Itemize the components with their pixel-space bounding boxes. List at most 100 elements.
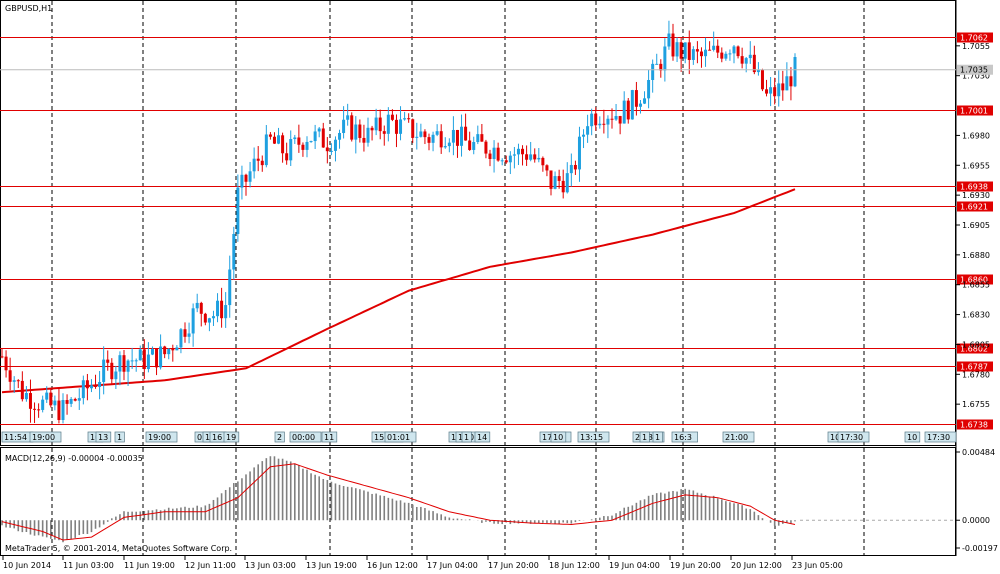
candle-body — [638, 103, 642, 107]
candle-body — [455, 129, 459, 146]
event-marker — [321, 431, 338, 443]
candle-body — [443, 146, 447, 148]
candle-body — [667, 33, 671, 47]
event-marker — [474, 431, 491, 443]
candle-body — [329, 150, 333, 152]
time-tick-label: 19 Jun 04:00 — [609, 561, 660, 570]
candle-body — [102, 359, 106, 383]
candle-body — [671, 33, 675, 57]
time-tick-label: 17 Jun 20:00 — [488, 561, 539, 570]
candle-body — [512, 154, 516, 156]
price-tick-label: 1.6880 — [962, 251, 990, 260]
event-marker-label: 10 — [907, 433, 917, 442]
candle-body — [386, 114, 390, 134]
event-marker-label: 19:00 — [148, 433, 171, 442]
candle-body — [289, 139, 293, 161]
candle-body — [150, 348, 154, 355]
level-tag — [957, 419, 993, 430]
candle-body — [756, 69, 760, 73]
candle-body — [695, 49, 699, 52]
candle-body — [630, 90, 634, 120]
current-price-tag — [957, 64, 993, 75]
event-marker-label: 17:30 — [927, 433, 950, 442]
candle-body — [244, 174, 248, 182]
candle-body — [760, 69, 764, 90]
candle-body — [748, 54, 752, 59]
candle-body — [134, 360, 138, 362]
candle-body — [557, 176, 561, 181]
candle-body — [362, 137, 366, 143]
candle-body — [529, 154, 533, 160]
candle-body — [110, 362, 114, 380]
event-marker-label: 1 — [205, 433, 210, 442]
candle-body — [321, 128, 325, 148]
candle-body — [130, 360, 134, 362]
candle-body — [724, 53, 728, 59]
candle-body — [195, 302, 199, 309]
candle-body — [272, 136, 276, 144]
candle-body — [183, 329, 187, 337]
macd-tick-label: 0.00484 — [962, 448, 995, 457]
time-tick-label: 17 Jun 04:00 — [427, 561, 478, 570]
time-tick-label: 11 Jun 19:00 — [124, 561, 175, 570]
time-tick-label: 16 Jun 12:00 — [367, 561, 418, 570]
price-axis: 1.7055 1.7030 1.6980 1.6955 1.6930 1.6905 1.68… — [0, 42, 998, 553]
time-tick-label: 11 Jun 03:00 — [63, 561, 114, 570]
candle-body — [516, 148, 520, 155]
macd-label: MACD(12,26,9) -0.00004 -0.00035 — [5, 454, 143, 463]
candle-body — [521, 148, 525, 155]
candle-body — [211, 316, 215, 319]
candle-body — [415, 136, 419, 138]
event-marker — [924, 431, 957, 443]
candle-body — [65, 400, 69, 404]
candle-body — [675, 42, 679, 57]
level-label: 1.6802 — [960, 345, 988, 354]
candle-body — [691, 49, 695, 60]
candle-body — [0, 356, 4, 358]
candle-body — [447, 142, 451, 147]
candle-body — [651, 63, 655, 80]
event-markers[interactable]: 11:5419:001013119:0001:0111619200:001115… — [1, 431, 957, 443]
event-marker-label: 10 — [553, 433, 563, 442]
candle-body — [655, 63, 659, 65]
candle-body — [277, 135, 281, 144]
candle-body — [37, 409, 41, 411]
macd-pane[interactable] — [0, 447, 956, 556]
price-pane[interactable] — [0, 0, 956, 446]
event-marker — [837, 431, 870, 443]
candle-body — [496, 147, 500, 161]
candle-body — [370, 127, 374, 131]
candle-body — [590, 113, 594, 127]
candle-body — [138, 349, 142, 361]
candle-body — [793, 57, 797, 87]
footer-credit: MetaTrader 5, © 2001-2014, MetaQuotes So… — [5, 544, 232, 553]
event-marker — [223, 431, 240, 443]
price-tick-label: 1.6830 — [962, 311, 990, 320]
candle-body — [28, 393, 32, 409]
candle-body — [508, 155, 512, 163]
price-tick-label: 1.6905 — [962, 221, 990, 230]
candle-body — [8, 370, 12, 382]
candle-body — [354, 124, 358, 140]
candle-body — [171, 348, 175, 351]
price-tick-label: 1.6930 — [962, 191, 990, 200]
candle-body — [248, 171, 252, 182]
candles — [0, 20, 797, 424]
candle-body — [407, 118, 411, 120]
level-label: 1.6787 — [960, 363, 988, 372]
candle-body — [49, 392, 53, 406]
candle-body — [435, 131, 439, 135]
event-marker — [95, 431, 112, 443]
level-tag — [957, 361, 993, 372]
candle-body — [260, 160, 264, 166]
event-marker-label: 11:54 — [4, 433, 27, 442]
time-tick-label: 19 Jun 20:00 — [670, 561, 721, 570]
candle-body — [268, 134, 272, 137]
candle-body — [728, 53, 732, 55]
candle-body — [61, 400, 65, 420]
candle-body — [476, 134, 480, 143]
candle-body — [610, 118, 614, 120]
candle-body — [683, 42, 687, 59]
candle-body — [785, 76, 789, 91]
